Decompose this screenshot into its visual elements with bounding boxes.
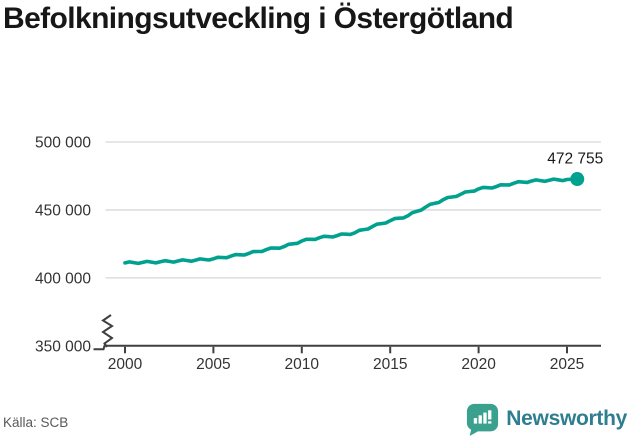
gridlines	[105, 141, 601, 279]
newsworthy-wordmark: Newsworthy	[506, 407, 627, 430]
x-tick-label: 2015	[373, 356, 407, 373]
x-tick-label: 2025	[550, 356, 584, 373]
latest-value-dot	[570, 172, 585, 187]
y-tick-label: 350 000	[35, 338, 91, 355]
x-tick-label: 2020	[461, 356, 496, 373]
population-series-line	[123, 177, 580, 266]
newsworthy-logo[interactable]: Newsworthy	[466, 402, 627, 436]
latest-value-label: 472 755	[547, 151, 603, 168]
x-tick-label: 2010	[285, 356, 320, 373]
y-tick-label: 500 000	[35, 135, 91, 152]
y-tick-label: 400 000	[35, 270, 91, 287]
source-credit: Källa: SCB	[3, 415, 69, 430]
y-axis-tick-labels: 350 000 400 000 450 000 500 000	[35, 135, 91, 356]
newsworthy-bubble-icon	[467, 403, 499, 436]
page-title: Befolkningsutveckling i Östergötland	[3, 2, 514, 35]
x-tick-label: 2005	[196, 356, 230, 373]
y-tick-label: 450 000	[35, 202, 91, 219]
x-axis	[93, 344, 601, 354]
x-axis-tick-labels: 2000 2005 2010 2015 2020 2025	[108, 356, 584, 373]
x-tick-label: 2000	[108, 356, 143, 373]
y-axis-break-icon	[101, 314, 114, 348]
x-axis-line	[93, 344, 601, 351]
